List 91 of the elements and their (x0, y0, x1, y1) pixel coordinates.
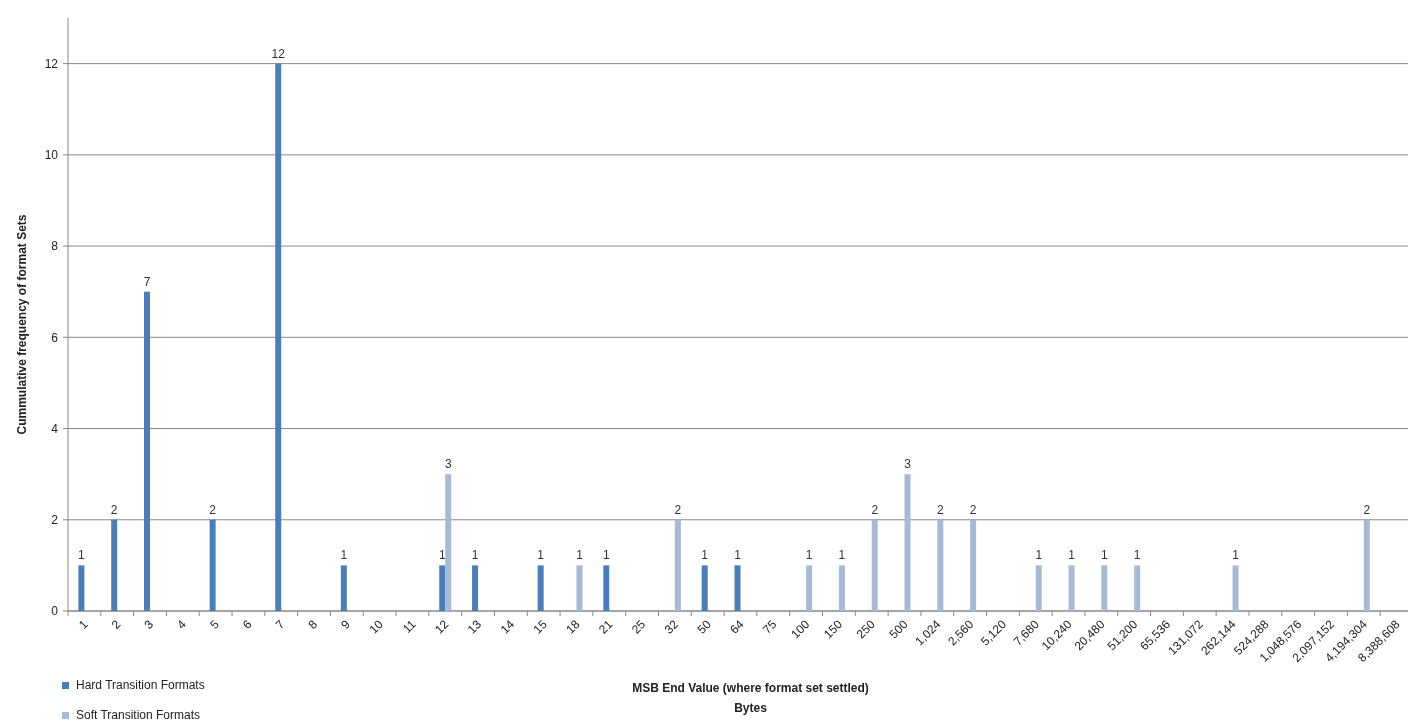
x-tick-label: 25 (628, 617, 649, 637)
x-tick-label: 100 (788, 617, 813, 642)
x-axis-title: MSB End Value (where format set settled) Bytes (632, 681, 869, 715)
bar (78, 565, 85, 611)
bar (537, 565, 544, 611)
bar (340, 565, 347, 611)
x-tick-label: 150 (820, 617, 846, 642)
bar (871, 519, 878, 611)
data-label: 1 (1232, 548, 1240, 563)
x-tick-label: 32 (661, 617, 682, 637)
data-label: 1 (537, 548, 545, 563)
bar (445, 474, 452, 611)
x-tick-label: 6 (239, 617, 255, 632)
y-tick-label: 2 (51, 512, 59, 527)
bar (144, 291, 151, 611)
legend-label: Soft Transition Formats (76, 708, 201, 722)
data-label: 3 (444, 457, 452, 472)
bar (806, 565, 813, 611)
x-tick-label: 18 (563, 617, 583, 637)
bar (970, 519, 977, 611)
bar (472, 565, 479, 611)
y-tick-label: 4 (51, 421, 59, 436)
x-tick-label: 11 (399, 617, 419, 636)
data-label: 2 (969, 502, 977, 517)
bar (734, 565, 741, 611)
bar (439, 565, 446, 611)
y-tick-label: 10 (44, 148, 59, 163)
x-tick-label: 2 (108, 617, 124, 632)
x-tick-label: 13 (464, 617, 485, 637)
x-tick-label: 10 (366, 617, 386, 637)
bar (674, 519, 681, 611)
x-tick-label: 9 (338, 617, 354, 632)
x-tick-label: 4 (174, 617, 190, 632)
data-label: 1 (602, 548, 610, 563)
data-label: 2 (871, 502, 879, 517)
x-tick-label: 7 (272, 617, 288, 632)
data-label: 1 (1068, 548, 1076, 563)
data-label: 1 (1101, 548, 1109, 563)
legend-label: Hard Transition Formats (76, 678, 205, 692)
x-tick-label: 64 (727, 617, 747, 637)
bar (1068, 565, 1075, 611)
x-tick-label: 15 (530, 617, 551, 637)
data-label: 2 (936, 502, 944, 517)
y-axis-title: Cummulative frequency of format Sets (15, 214, 29, 435)
bar (838, 565, 845, 611)
data-label: 7 (143, 274, 151, 289)
x-tick-label: 500 (886, 617, 911, 642)
x-tick-label: 3 (141, 617, 157, 632)
y-tick-label: 6 (51, 330, 59, 345)
bar (701, 565, 708, 611)
bar (1134, 565, 1141, 611)
data-label: 1 (576, 548, 584, 563)
data-label: 1 (734, 548, 742, 563)
x-tick-label: 50 (694, 617, 715, 637)
data-label: 1 (78, 548, 86, 563)
y-tick-label: 8 (51, 239, 59, 254)
data-label: 3 (904, 457, 912, 472)
y-tick-label: 12 (44, 56, 59, 71)
bar (111, 519, 118, 611)
bar (275, 63, 282, 611)
data-label: 1 (340, 548, 348, 563)
bar (1035, 565, 1042, 611)
data-label: 2 (110, 502, 118, 517)
bar (603, 565, 610, 611)
x-tick-label: 1 (75, 617, 91, 632)
data-label: 1 (438, 548, 446, 563)
bar (1363, 519, 1370, 611)
x-tick-label: 21 (596, 617, 616, 637)
data-label: 12 (271, 46, 286, 61)
x-tick-label: 5 (207, 617, 222, 632)
data-label: 2 (674, 502, 682, 517)
bar (937, 519, 944, 611)
bar (209, 519, 216, 611)
x-tick-label: 12 (432, 617, 452, 637)
data-label: 1 (701, 548, 709, 563)
x-tick-label: 250 (853, 617, 879, 642)
data-label: 1 (838, 548, 846, 563)
data-label: 2 (1363, 502, 1371, 517)
x-tick-label: 8 (305, 617, 321, 632)
bar (576, 565, 583, 611)
data-label: 1 (471, 548, 479, 563)
y-tick-label: 0 (51, 604, 59, 619)
x-tick-label: 75 (760, 617, 780, 637)
data-label: 1 (805, 548, 813, 563)
bar (1101, 565, 1108, 611)
data-label: 1 (1035, 548, 1043, 563)
x-tick-label: 14 (497, 617, 518, 637)
bar (1232, 565, 1239, 611)
data-label: 1 (1133, 548, 1141, 563)
bar (904, 474, 911, 611)
data-label: 2 (209, 502, 217, 517)
